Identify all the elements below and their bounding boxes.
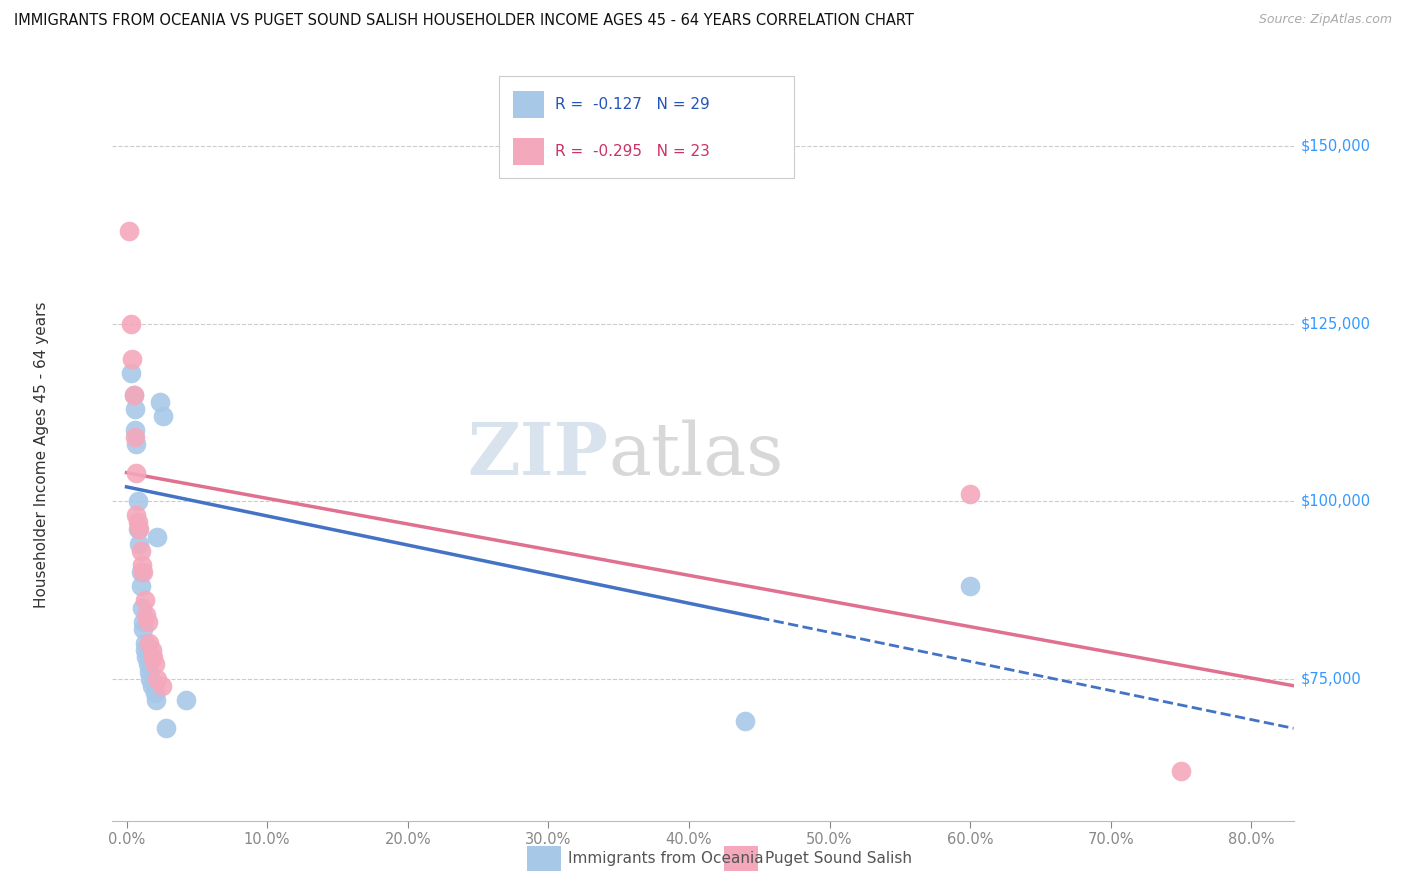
Text: IMMIGRANTS FROM OCEANIA VS PUGET SOUND SALISH HOUSEHOLDER INCOME AGES 45 - 64 YE: IMMIGRANTS FROM OCEANIA VS PUGET SOUND S… (14, 13, 914, 29)
Point (136, 615, 159, 629)
Point (141, 643, 163, 657)
Point (152, 409, 174, 423)
Point (139, 672, 162, 686)
Point (143, 686, 166, 700)
Text: Source: ZipAtlas.com: Source: ZipAtlas.com (1258, 13, 1392, 27)
Text: $150,000: $150,000 (1301, 138, 1371, 153)
Point (959, 487, 981, 501)
Point (132, 622, 155, 636)
Text: ZIP: ZIP (468, 419, 609, 491)
Point (134, 593, 156, 607)
Point (129, 565, 152, 579)
Point (122, 387, 145, 401)
Point (120, 317, 142, 331)
Text: R =  -0.127   N = 29: R = -0.127 N = 29 (555, 97, 710, 112)
Point (146, 530, 169, 544)
Point (118, 224, 141, 238)
Point (124, 423, 146, 437)
Point (125, 437, 148, 451)
Point (127, 494, 149, 508)
Point (135, 607, 157, 622)
Point (150, 679, 173, 693)
Text: $75,000: $75,000 (1301, 671, 1361, 686)
Text: Puget Sound Salish: Puget Sound Salish (765, 851, 912, 865)
Point (734, 714, 756, 729)
Point (129, 579, 152, 593)
Point (131, 600, 153, 615)
Point (128, 537, 150, 551)
Point (155, 722, 177, 736)
Point (132, 565, 155, 579)
Point (142, 650, 165, 665)
Point (138, 636, 160, 650)
Point (136, 657, 159, 672)
Point (135, 650, 157, 665)
Point (129, 543, 152, 558)
Point (127, 516, 149, 530)
Point (149, 394, 172, 409)
Point (134, 636, 156, 650)
Text: Householder Income Ages 45 - 64 years: Householder Income Ages 45 - 64 years (34, 301, 49, 608)
Point (1170, 764, 1192, 778)
Point (141, 679, 163, 693)
Point (131, 558, 153, 572)
Point (145, 693, 167, 707)
Point (121, 352, 143, 367)
Point (132, 615, 155, 629)
Text: $125,000: $125,000 (1301, 316, 1371, 331)
Point (143, 657, 166, 672)
Point (174, 693, 197, 707)
Point (120, 366, 142, 380)
Point (125, 508, 148, 523)
Text: Immigrants from Oceania: Immigrants from Oceania (568, 851, 763, 865)
Point (959, 579, 981, 593)
Text: R =  -0.295   N = 23: R = -0.295 N = 23 (555, 145, 710, 160)
Text: atlas: atlas (609, 419, 785, 491)
Point (128, 523, 150, 537)
Point (124, 430, 146, 444)
Point (122, 387, 145, 401)
Point (125, 466, 148, 480)
Point (146, 672, 169, 686)
Text: $100,000: $100,000 (1301, 493, 1371, 508)
Point (134, 643, 156, 657)
Point (124, 401, 146, 416)
Point (138, 665, 160, 679)
Point (127, 523, 149, 537)
